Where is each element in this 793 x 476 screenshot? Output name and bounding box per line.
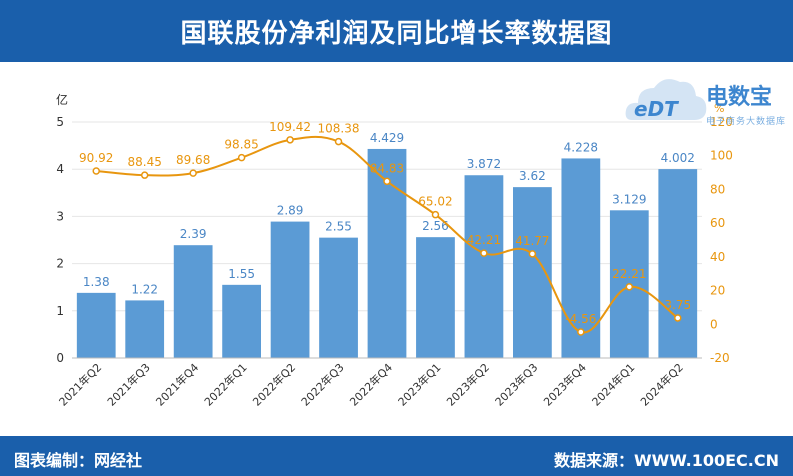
y-left-axis-label: 亿	[56, 92, 68, 107]
bar-value-label: 3.872	[467, 157, 501, 171]
line-value-label: 65.02	[418, 195, 452, 209]
bar	[561, 158, 601, 358]
y-right-tick-label: 20	[710, 284, 725, 298]
x-tick-label: 2023年Q1	[395, 360, 444, 409]
line-point	[577, 328, 585, 336]
logo-mark: eDT	[634, 97, 679, 121]
chart-title: 国联股份净利润及同比增长率数据图	[180, 18, 613, 49]
bar	[319, 237, 358, 358]
bar-value-label: 3.62	[519, 169, 546, 183]
footer-editor: 图表编制：网经社	[14, 451, 143, 470]
bar	[222, 284, 261, 358]
line-point	[334, 137, 343, 146]
line-point	[286, 136, 294, 144]
x-tick-label: 2022年Q1	[201, 360, 250, 409]
y-left-tick-label: 4	[56, 162, 64, 176]
line-value-label: 22.21	[612, 267, 646, 281]
y-right-tick-label: 0	[710, 317, 718, 331]
y-left-tick-label: 2	[56, 257, 64, 271]
y-left-tick-label: 5	[56, 115, 64, 129]
x-tick-label: 2024年Q1	[589, 360, 638, 409]
x-tick-label: 2023年Q3	[492, 360, 541, 409]
line-point	[674, 314, 682, 322]
line-value-label: 42.21	[467, 233, 501, 247]
cloud-icon	[625, 79, 707, 120]
line-value-label: -4.56	[565, 312, 596, 326]
x-tick-label: 2021年Q3	[104, 360, 153, 409]
line-point	[431, 210, 440, 219]
footer-source: 数据来源：WWW.100EC.CN	[553, 451, 779, 470]
bar-value-label: 4.228	[564, 140, 598, 154]
x-tick-label: 2023年Q2	[443, 360, 492, 409]
line-value-label: 84.83	[370, 161, 404, 175]
line-value-label: 88.45	[128, 155, 162, 169]
bar	[464, 175, 504, 358]
bar	[416, 237, 455, 358]
line-point	[140, 171, 149, 179]
bar	[76, 292, 116, 358]
bar-value-label: 4.002	[661, 151, 695, 165]
combo-chart: 0 1 2 3 4 5 -20 0 20 40 60 80 100 120 亿% 1.38 1.22 2.39 1.…	[56, 92, 733, 409]
line-value-label: 109.42	[269, 120, 311, 134]
line-point	[189, 169, 197, 177]
line-point	[528, 250, 537, 258]
bar-value-label: 2.39	[180, 227, 207, 241]
line-point	[237, 153, 246, 162]
line-value-label: 3.75	[664, 298, 691, 312]
y-left-tick-label: 0	[56, 351, 64, 365]
x-tick-label: 2022年Q2	[250, 360, 299, 409]
line-value-label: 89.68	[176, 153, 210, 167]
edt-logo: eDT 电数宝 电子商务大数据库	[625, 79, 786, 127]
bar-value-label: 1.22	[131, 282, 158, 296]
logo-sub: 电子商务大数据库	[706, 115, 786, 127]
x-tick-label: 2022年Q4	[347, 360, 396, 409]
x-tick-label: 2022年Q3	[298, 360, 347, 409]
line-value-label: 90.92	[79, 151, 113, 165]
bar-value-label: 2.55	[325, 220, 352, 234]
line-point	[383, 177, 391, 186]
bar-value-label: 3.129	[612, 192, 646, 206]
line-value-label: 41.77	[515, 234, 549, 248]
bar	[658, 169, 698, 358]
y-right-tick-label: 100	[710, 149, 733, 163]
line-value-label: 98.85	[224, 138, 258, 152]
y-right-tick-label: 80	[710, 182, 725, 196]
bar-value-label: 2.56	[422, 219, 449, 233]
bar-value-label: 1.55	[228, 267, 255, 281]
chart-header: 国联股份净利润及同比增长率数据图	[0, 0, 793, 62]
bar	[125, 300, 165, 358]
line-point	[92, 167, 100, 175]
line-point	[480, 249, 488, 257]
x-tick-label: 2021年Q2	[56, 360, 105, 409]
bar-value-label: 1.38	[83, 275, 110, 289]
x-tick-label: 2023年Q4	[540, 360, 589, 409]
y-left-tick-label: 3	[56, 209, 64, 223]
y-right-tick-label: 40	[710, 250, 725, 264]
chart-area: 0 1 2 3 4 5 -20 0 20 40 60 80 100 120 亿% 1.38 1.22 2.39 1.…	[0, 62, 793, 436]
y-right-tick-label: -20	[710, 351, 730, 365]
bar	[173, 245, 213, 358]
y-left-tick-label: 1	[56, 304, 64, 318]
x-tick-label: 2024年Q2	[637, 360, 686, 409]
y-right-axis-label: %	[714, 102, 724, 115]
line-value-label: 108.38	[318, 122, 360, 136]
chart-footer: 图表编制：网经社 数据来源：WWW.100EC.CN	[0, 436, 793, 476]
bar-value-label: 2.89	[277, 204, 304, 218]
x-tick-label: 2021年Q4	[153, 360, 202, 409]
logo-brand: 电数宝	[706, 84, 772, 110]
y-right-tick-label: 120	[710, 115, 733, 129]
bar	[270, 221, 310, 358]
bar-value-label: 4.429	[370, 131, 404, 145]
y-right-tick-label: 60	[710, 216, 725, 230]
line-point	[625, 283, 634, 291]
